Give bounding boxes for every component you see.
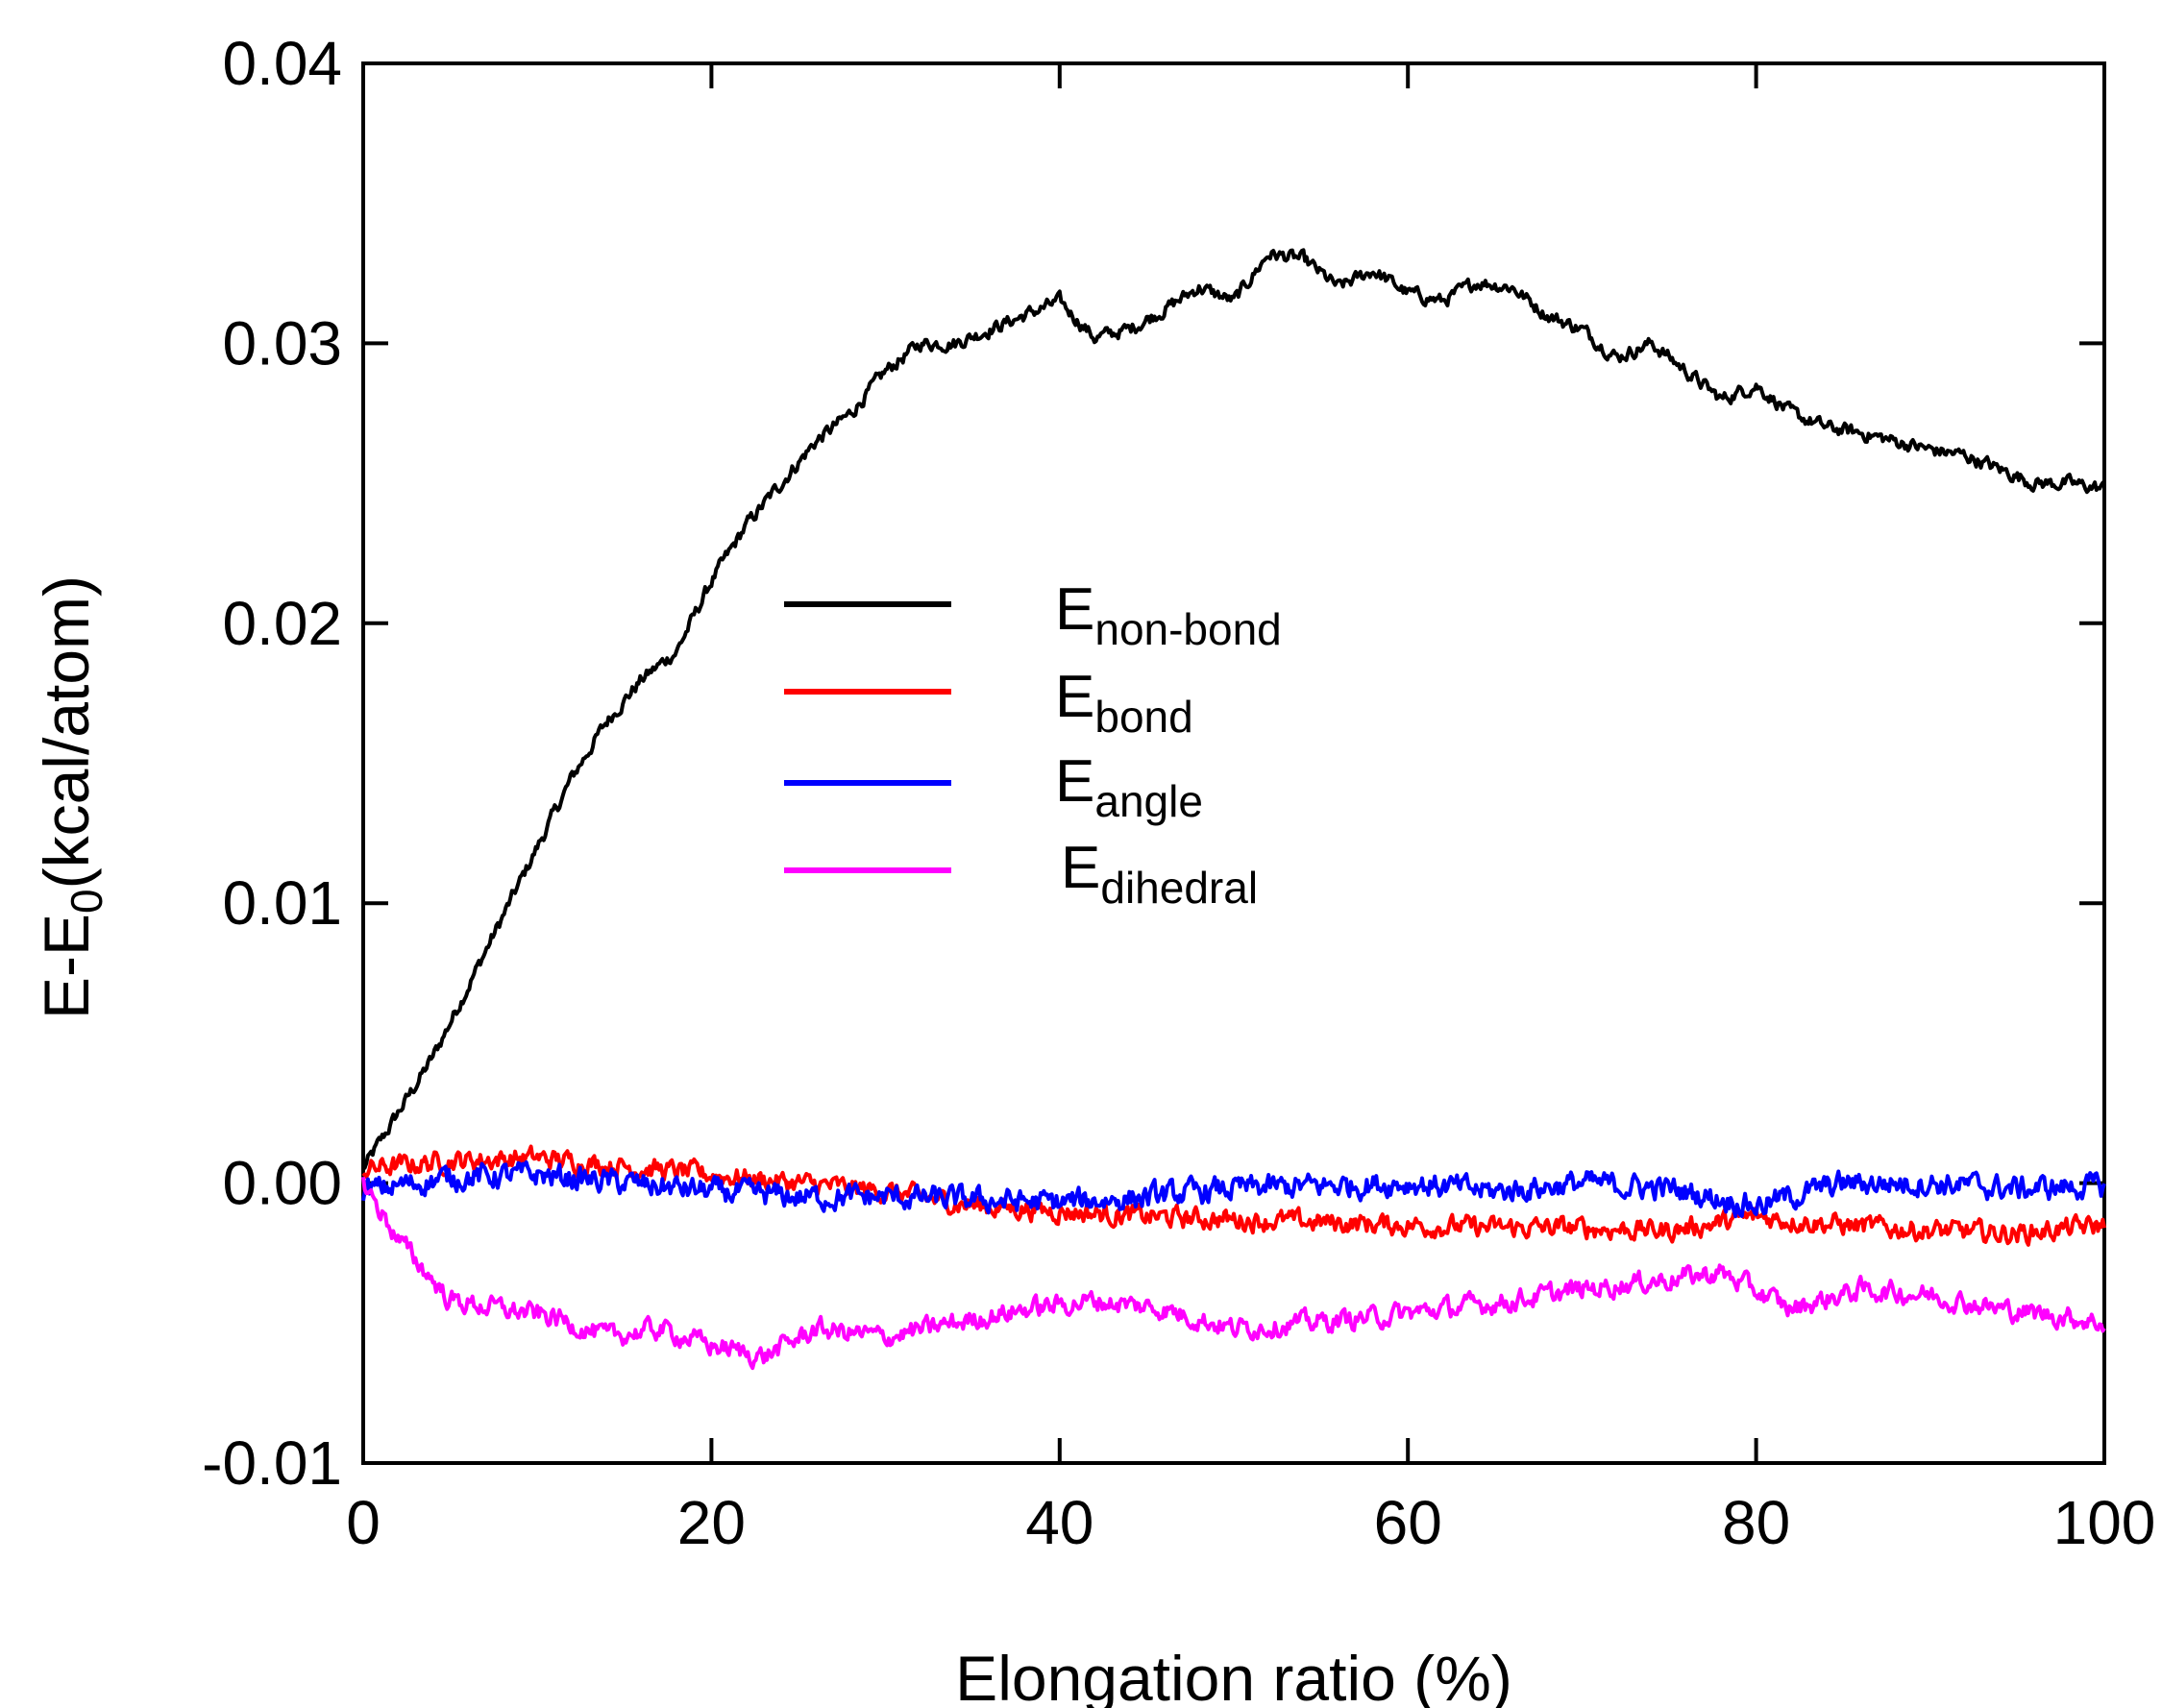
- series-line-non-bond: [362, 248, 2106, 1170]
- x-tick-label: 100: [2053, 1488, 2156, 1557]
- y-tick-label: 0.03: [222, 308, 342, 378]
- y-tick-label: 0.02: [222, 589, 342, 658]
- x-tick-label: 60: [1374, 1488, 1442, 1557]
- x-tick-label: 0: [346, 1488, 381, 1557]
- y-tick-label: 0.04: [222, 29, 342, 98]
- legend-label-non-bond: Enon-bond: [1055, 576, 1282, 654]
- x-tick-label: 20: [677, 1488, 746, 1557]
- legend-label-dihedral: Edihedral: [1061, 835, 1258, 913]
- legend: Enon-bond Ebond Eangle Edihedral: [784, 576, 1282, 913]
- y-tick-label: -0.01: [202, 1428, 342, 1498]
- x-tick-label: 40: [1025, 1488, 1093, 1557]
- series-line-bond: [361, 1144, 2106, 1247]
- legend-label-bond: Ebond: [1055, 664, 1193, 742]
- series-layer: [361, 248, 2106, 1371]
- series-line-angle: [361, 1159, 2106, 1219]
- plot-frame: [361, 61, 2106, 1465]
- y-tick-label: 0.00: [222, 1149, 342, 1218]
- axis-tick-labels: 0 20 40 60 80 100 -0.01 0.00 0.01 0.02 0.03 0.04: [202, 29, 2155, 1557]
- series-line-dihedral: [361, 1176, 2106, 1371]
- x-axis-title: Elongation ratio (%): [955, 1643, 1512, 1708]
- x-tick-label: 80: [1722, 1488, 1790, 1557]
- legend-label-angle: Eangle: [1055, 748, 1203, 826]
- y-axis-title: E-E0(kcal/atom): [31, 575, 111, 1019]
- y-tick-label: 0.01: [222, 868, 342, 938]
- axis-ticks: [361, 61, 2106, 1465]
